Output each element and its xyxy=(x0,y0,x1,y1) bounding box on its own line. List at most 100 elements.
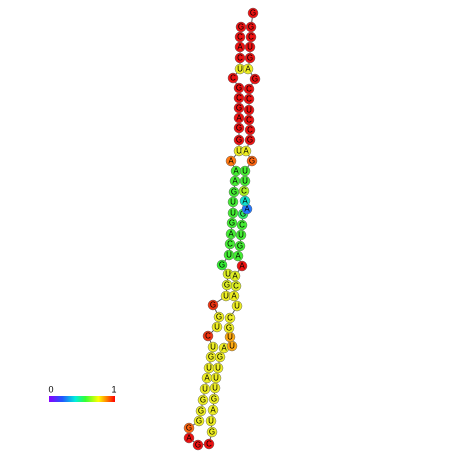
nucleotide-label: C xyxy=(248,33,254,42)
nucleotide-label: C xyxy=(237,54,243,63)
nucleotide xyxy=(239,165,251,177)
nucleotide xyxy=(234,240,246,252)
nucleotide xyxy=(183,432,195,444)
nucleotide-label: G xyxy=(226,324,232,333)
nucleotide-label: G xyxy=(211,395,217,404)
nucleotide-label: C xyxy=(236,94,242,103)
nucleotide-label: A xyxy=(239,262,245,271)
nucleotide-label: G xyxy=(186,424,192,433)
nucleotide-label: A xyxy=(228,157,234,166)
nucleotide-label: A xyxy=(235,252,241,261)
nucleotide-label: C xyxy=(233,282,239,291)
nucleotide xyxy=(249,73,261,85)
nucleotide-label: C xyxy=(227,240,233,249)
nucleotide-label: G xyxy=(219,261,225,270)
nucleotide xyxy=(205,415,217,427)
nucleotide-label: U xyxy=(223,292,229,301)
nucleotide xyxy=(227,72,239,84)
nucleotide xyxy=(242,63,254,75)
nucleotide xyxy=(228,290,240,302)
nucleotide-label: G xyxy=(229,219,235,228)
nucleotide xyxy=(227,196,239,208)
nucleotide xyxy=(193,415,205,427)
nucleotide-label: U xyxy=(236,147,242,156)
nucleotide-label: U xyxy=(206,364,212,373)
nucleotide xyxy=(197,394,209,406)
nucleotide-label: U xyxy=(208,417,214,426)
nucleotide-label: A xyxy=(245,65,251,74)
nucleotide xyxy=(226,217,238,229)
nucleotide xyxy=(232,250,244,262)
nucleotide-label: A xyxy=(244,205,250,214)
nucleotide-label: G xyxy=(247,54,253,63)
nucleotide-label: A xyxy=(228,230,234,239)
nucleotide xyxy=(243,104,255,116)
nucleotide-label: A xyxy=(221,344,227,353)
nucleotide-label: U xyxy=(213,374,219,383)
nucleotide-label: A xyxy=(232,272,238,281)
nucleotide-label: G xyxy=(240,210,246,219)
nucleotide-label: G xyxy=(195,441,201,450)
nucleotide xyxy=(245,21,257,33)
nucleotide xyxy=(211,321,223,333)
nucleotide-label: G xyxy=(208,353,214,362)
nucleotide xyxy=(216,259,228,271)
nucleotide-label: U xyxy=(212,384,218,393)
nucleotide xyxy=(229,270,241,282)
nucleotide-label: C xyxy=(246,95,252,104)
nucleotide xyxy=(240,145,252,157)
nucleotide-label: G xyxy=(209,428,215,437)
nucleotide xyxy=(192,439,204,451)
nucleotide xyxy=(224,312,236,324)
nucleotide xyxy=(207,341,219,353)
nucleotide xyxy=(243,83,255,95)
nucleotide xyxy=(202,330,214,342)
nucleotide-label: G xyxy=(217,353,223,362)
nucleotide-label: G xyxy=(236,104,242,113)
nucleotide-label: U xyxy=(242,167,248,176)
nucleotide xyxy=(233,134,245,146)
nucleotide xyxy=(207,299,219,311)
nucleotide-label: U xyxy=(227,333,233,342)
nucleotide-label: U xyxy=(202,385,208,394)
nucleotide-label: U xyxy=(246,106,252,115)
nucleotide-label: U xyxy=(237,65,243,74)
nucleotide-label: C xyxy=(246,85,252,94)
nucleotide-label: A xyxy=(237,43,243,52)
nucleotide-label: A xyxy=(231,292,237,301)
legend-min: 0 xyxy=(48,384,53,394)
nucleotide xyxy=(244,52,256,64)
nucleotide-label: G xyxy=(248,23,254,32)
nucleotide xyxy=(231,300,243,312)
nucleotide-label: G xyxy=(210,301,216,310)
nucleotide-label: C xyxy=(230,74,236,83)
nucleotide-label: C xyxy=(239,221,245,230)
nucleotide-label: A xyxy=(243,147,249,156)
nucleotide-label: C xyxy=(247,126,253,135)
nucleotide-label: C xyxy=(227,314,233,323)
nucleotide-label: G xyxy=(249,157,255,166)
nucleotide-label: G xyxy=(236,124,242,133)
nucleotide-label: A xyxy=(210,406,216,415)
color-scale xyxy=(49,396,115,402)
nucleotide-label: A xyxy=(242,197,248,206)
nucleotide xyxy=(195,405,207,417)
nucleotide xyxy=(210,372,222,384)
nucleotide xyxy=(207,404,219,416)
nucleotide-label: C xyxy=(205,332,211,341)
nucleotide-label: G xyxy=(236,136,242,145)
nucleotide-label: A xyxy=(233,167,239,176)
nucleotide-label: U xyxy=(230,198,236,207)
nucleotide-label: C xyxy=(241,187,247,196)
nucleotide xyxy=(246,155,258,167)
nucleotide xyxy=(206,426,218,438)
nucleotide-label: G xyxy=(200,396,206,405)
nucleotide xyxy=(214,351,226,363)
legend-max: 1 xyxy=(111,384,116,394)
nucleotide xyxy=(212,362,224,374)
nucleotide xyxy=(236,219,248,231)
nucleotide-label: G xyxy=(216,313,222,322)
nucleotide-label: U xyxy=(247,43,253,52)
nucleotide-label: G xyxy=(196,417,202,426)
nucleotide-label: U xyxy=(229,342,235,351)
